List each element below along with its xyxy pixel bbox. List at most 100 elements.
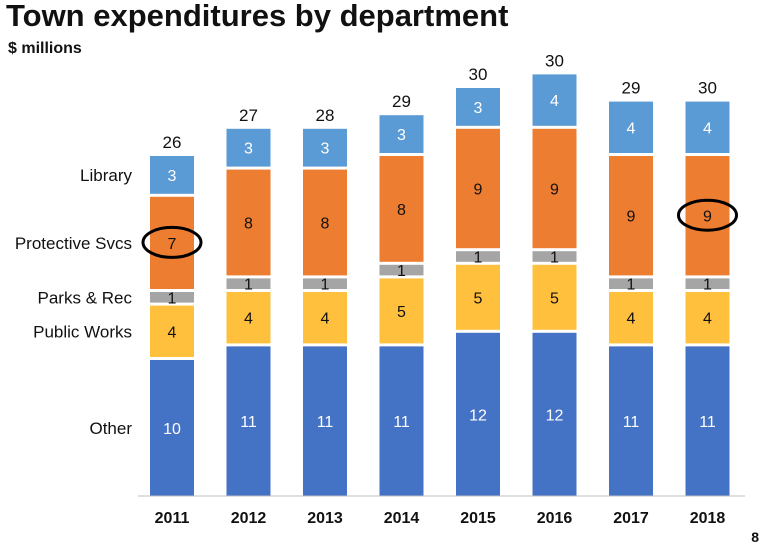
total-label: 29 xyxy=(622,79,641,98)
total-label: 26 xyxy=(163,133,182,152)
data-label: 1 xyxy=(703,277,712,294)
data-label: 5 xyxy=(550,290,559,307)
series-label: Other xyxy=(89,419,132,438)
data-label: 1 xyxy=(244,277,253,294)
bar-library-2016 xyxy=(532,74,577,126)
data-label: 4 xyxy=(168,324,177,341)
series-label: Library xyxy=(80,166,132,185)
x-tick-label: 2012 xyxy=(231,510,267,527)
data-label: 10 xyxy=(163,421,181,438)
x-tick-label: 2013 xyxy=(307,510,343,527)
data-label: 7 xyxy=(168,236,177,253)
data-label: 4 xyxy=(550,93,559,110)
bar-library-2018 xyxy=(685,101,730,153)
bar-other-2016 xyxy=(532,332,577,496)
total-label: 27 xyxy=(239,106,258,125)
x-tick-label: 2017 xyxy=(613,510,649,527)
total-label: 30 xyxy=(545,51,564,70)
bar-public-works-2016 xyxy=(532,264,577,330)
bar-library-2013 xyxy=(303,128,347,167)
data-label: 5 xyxy=(397,304,406,321)
data-label: 4 xyxy=(703,311,712,328)
data-label: 11 xyxy=(699,414,716,431)
bar-public-works-2017 xyxy=(609,292,653,344)
x-tick-label: 2018 xyxy=(690,510,726,527)
bar-parks-rec-2018 xyxy=(685,278,730,289)
bar-public-works-2013 xyxy=(303,292,347,344)
bar-library-2014 xyxy=(379,115,424,153)
bar-public-works-2014 xyxy=(379,278,424,344)
data-label: 3 xyxy=(244,141,253,158)
bar-parks-rec-2016 xyxy=(532,251,577,262)
data-label: 8 xyxy=(244,216,253,233)
bar-protective-svcs-2016 xyxy=(532,128,577,249)
data-label: 1 xyxy=(550,250,559,267)
bar-public-works-2015 xyxy=(456,264,500,330)
total-label: 30 xyxy=(469,65,488,84)
bar-protective-svcs-2014 xyxy=(379,156,424,262)
data-label: 4 xyxy=(244,311,253,328)
chart-subtitle: $ millions xyxy=(8,40,82,57)
bar-parks-rec-2013 xyxy=(303,278,347,289)
data-label: 12 xyxy=(546,407,564,424)
bar-library-2011 xyxy=(150,156,194,194)
data-label: 9 xyxy=(550,182,559,199)
highlight-ellipse xyxy=(677,198,738,232)
bar-protective-svcs-2011 xyxy=(150,196,194,289)
data-label: 4 xyxy=(627,120,636,137)
bar-other-2015 xyxy=(456,332,500,496)
bar-parks-rec-2014 xyxy=(379,264,424,276)
series-label: Parks & Rec xyxy=(38,288,133,307)
data-label: 1 xyxy=(168,290,177,307)
bar-library-2017 xyxy=(609,101,653,153)
total-label: 28 xyxy=(316,106,335,125)
bar-protective-svcs-2015 xyxy=(456,128,500,249)
bar-parks-rec-2011 xyxy=(150,292,194,303)
bar-protective-svcs-2018 xyxy=(685,156,730,276)
data-label: 1 xyxy=(627,277,636,294)
x-tick-label: 2016 xyxy=(537,510,573,527)
data-label: 4 xyxy=(703,120,712,137)
data-label: 5 xyxy=(474,290,483,307)
chart-title: Town expenditures by department xyxy=(6,0,509,33)
data-label: 3 xyxy=(321,141,330,158)
bar-parks-rec-2017 xyxy=(609,278,653,289)
bar-public-works-2012 xyxy=(226,292,271,344)
bar-protective-svcs-2017 xyxy=(609,156,653,276)
x-tick-label: 2015 xyxy=(460,510,496,527)
data-label: 1 xyxy=(397,263,406,280)
data-label: 9 xyxy=(627,209,636,226)
bar-other-2011 xyxy=(150,360,194,496)
x-tick-label: 2014 xyxy=(384,510,420,527)
series-label: Protective Svcs xyxy=(15,234,132,253)
bar-protective-svcs-2013 xyxy=(303,169,347,276)
data-label: 9 xyxy=(703,209,712,226)
data-label: 9 xyxy=(474,182,483,199)
bar-public-works-2011 xyxy=(150,305,194,357)
data-label: 8 xyxy=(397,202,406,219)
total-label: 29 xyxy=(392,92,411,111)
bar-library-2012 xyxy=(226,128,271,167)
bar-other-2018 xyxy=(685,346,730,496)
data-label: 4 xyxy=(321,311,330,328)
bar-other-2014 xyxy=(379,346,424,496)
bar-parks-rec-2012 xyxy=(226,278,271,289)
bar-protective-svcs-2012 xyxy=(226,169,271,276)
data-label: 12 xyxy=(469,407,487,424)
data-label: 1 xyxy=(474,250,483,267)
data-label: 3 xyxy=(168,168,177,185)
bar-public-works-2018 xyxy=(685,292,730,344)
bar-other-2017 xyxy=(609,346,653,496)
bar-library-2015 xyxy=(456,88,500,126)
bar-parks-rec-2015 xyxy=(456,251,500,262)
data-label: 11 xyxy=(240,414,257,431)
bar-other-2013 xyxy=(303,346,347,496)
data-label: 11 xyxy=(317,414,334,431)
highlight-ellipse xyxy=(141,225,203,259)
bar-other-2012 xyxy=(226,346,271,496)
data-label: 11 xyxy=(623,414,640,431)
data-label: 4 xyxy=(627,311,636,328)
data-label: 8 xyxy=(321,216,330,233)
data-label: 1 xyxy=(321,277,330,294)
